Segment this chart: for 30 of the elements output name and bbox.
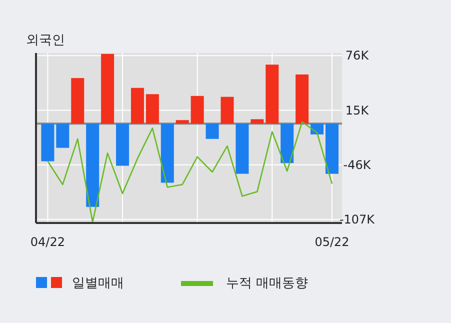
line-series — [47, 121, 333, 223]
bar — [326, 124, 338, 174]
x-tick-label: 05/22 — [314, 235, 350, 249]
bar — [266, 64, 279, 124]
bar — [236, 124, 249, 174]
bar — [206, 124, 219, 139]
bar — [160, 124, 174, 183]
bar — [310, 124, 324, 134]
bar — [220, 96, 234, 124]
y-tick-label: 76K — [345, 48, 370, 63]
bar — [116, 124, 130, 166]
bar — [146, 94, 159, 124]
bar — [176, 120, 189, 124]
y-tick-label: -46K — [343, 158, 372, 172]
bar — [41, 124, 54, 162]
x-tick-label: 04/22 — [30, 235, 65, 249]
bar — [86, 124, 100, 207]
bar — [101, 54, 114, 124]
chart-title: 외국인 — [26, 33, 65, 48]
bar — [250, 119, 264, 124]
bar — [280, 124, 294, 164]
y-tick-label: -107K — [339, 212, 376, 226]
bar — [296, 74, 309, 124]
legend-label: 일별매매 — [72, 276, 124, 291]
y-tick-label: 15K — [345, 103, 370, 118]
bar — [71, 78, 84, 124]
bar — [130, 88, 144, 124]
bar — [56, 124, 70, 148]
bar — [190, 96, 204, 124]
legend-label: 누적 매매동향 — [226, 276, 308, 291]
